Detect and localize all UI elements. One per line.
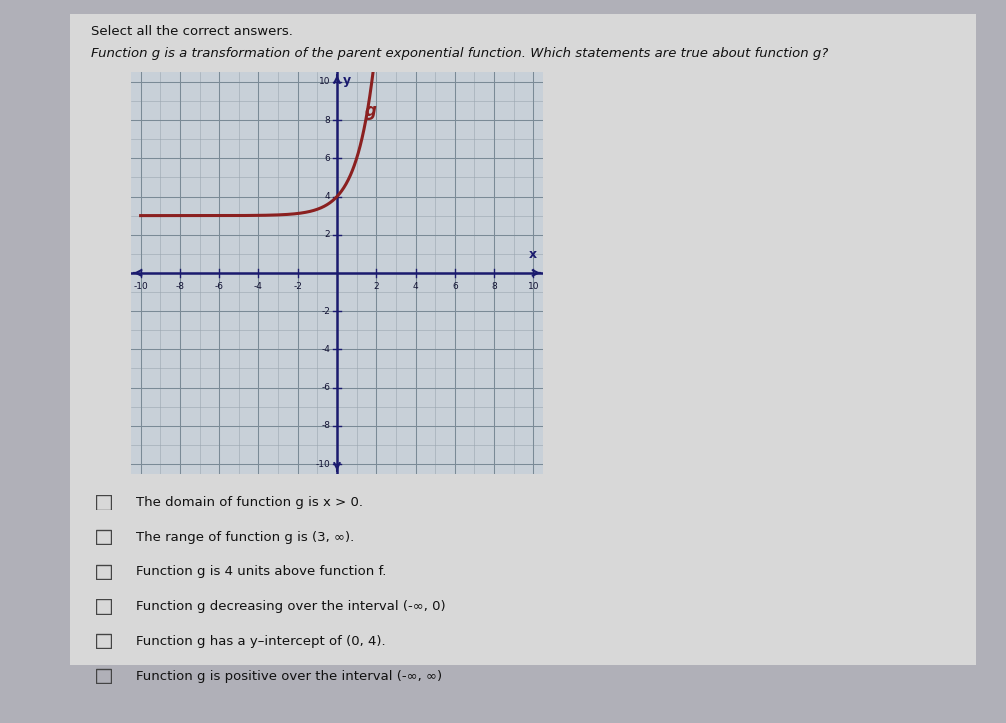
Text: Function g decreasing over the interval (-∞, 0): Function g decreasing over the interval … — [136, 600, 446, 613]
Text: 8: 8 — [324, 116, 330, 124]
Text: 4: 4 — [412, 283, 418, 291]
Text: Function g is a transformation of the parent exponential function. Which stateme: Function g is a transformation of the pa… — [91, 47, 828, 60]
Text: 6: 6 — [324, 154, 330, 163]
Text: -4: -4 — [254, 283, 263, 291]
Text: -6: -6 — [321, 383, 330, 392]
Text: -8: -8 — [321, 422, 330, 430]
Text: -8: -8 — [175, 283, 184, 291]
Text: Function g is positive over the interval (-∞, ∞): Function g is positive over the interval… — [136, 669, 442, 683]
Text: 6: 6 — [452, 283, 458, 291]
Text: -10: -10 — [316, 460, 330, 469]
Text: -4: -4 — [321, 345, 330, 354]
Text: Function g has a y–intercept of (0, 4).: Function g has a y–intercept of (0, 4). — [136, 635, 385, 648]
Text: Select all the correct answers.: Select all the correct answers. — [91, 25, 293, 38]
Text: x: x — [529, 249, 537, 262]
Text: 2: 2 — [373, 283, 379, 291]
Text: -10: -10 — [133, 283, 148, 291]
Text: The domain of function g is x > 0.: The domain of function g is x > 0. — [136, 496, 363, 509]
Text: 10: 10 — [528, 283, 539, 291]
Text: -6: -6 — [214, 283, 223, 291]
Text: g: g — [364, 102, 376, 120]
Text: 8: 8 — [491, 283, 497, 291]
Text: -2: -2 — [321, 307, 330, 316]
Text: y: y — [343, 74, 351, 87]
Text: The range of function g is (3, ∞).: The range of function g is (3, ∞). — [136, 531, 354, 544]
Text: 2: 2 — [325, 230, 330, 239]
Text: 4: 4 — [325, 192, 330, 201]
Text: Function g is 4 units above function f.: Function g is 4 units above function f. — [136, 565, 386, 578]
Text: 10: 10 — [319, 77, 330, 86]
Text: -2: -2 — [294, 283, 302, 291]
